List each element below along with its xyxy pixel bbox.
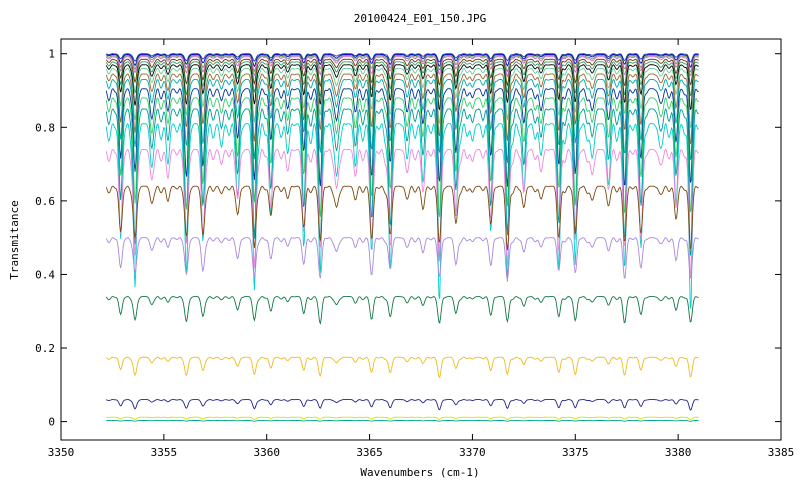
series-group bbox=[105, 53, 699, 422]
series-line bbox=[105, 61, 699, 99]
series-line bbox=[105, 356, 699, 379]
series-line bbox=[106, 416, 699, 421]
x-axis: 3350 3355 3360 3365 3370 3375 3380 3385 bbox=[48, 39, 795, 459]
y-tick-label: 0.2 bbox=[35, 342, 55, 355]
chart-title: 20100424_E01_150.JPG bbox=[354, 12, 486, 25]
series-line bbox=[105, 58, 699, 88]
y-tick-label: 1 bbox=[48, 48, 55, 61]
series-line bbox=[105, 96, 699, 218]
series-line bbox=[105, 185, 699, 251]
x-tick-label: 3365 bbox=[356, 446, 383, 459]
x-tick-label: 3360 bbox=[253, 446, 280, 459]
x-tick-label: 3380 bbox=[665, 446, 692, 459]
series-line bbox=[105, 148, 699, 275]
series-line bbox=[105, 107, 699, 259]
series-line bbox=[105, 296, 699, 325]
series-line bbox=[106, 53, 699, 63]
y-tick-label: 0.6 bbox=[35, 195, 55, 208]
x-tick-label: 3355 bbox=[151, 446, 178, 459]
series-line bbox=[106, 55, 699, 73]
y-tick-label: 0 bbox=[48, 416, 55, 429]
series-line bbox=[106, 53, 699, 68]
series-line bbox=[105, 73, 699, 145]
x-tick-label: 3385 bbox=[768, 446, 795, 459]
plot-frame bbox=[60, 38, 782, 441]
series-line bbox=[105, 56, 699, 78]
series-line bbox=[105, 67, 699, 130]
series-line bbox=[105, 237, 699, 281]
y-tick-label: 0.4 bbox=[35, 268, 55, 281]
y-axis: 0 0.2 0.4 0.6 0.8 1 bbox=[35, 48, 781, 429]
x-tick-label: 3375 bbox=[562, 446, 589, 459]
x-axis-label: Wavenumbers (cm-1) bbox=[360, 466, 479, 479]
x-tick-label: 3370 bbox=[459, 446, 486, 459]
series-line bbox=[106, 420, 699, 422]
series-line bbox=[105, 78, 699, 164]
y-tick-label: 0.8 bbox=[35, 121, 55, 134]
series-line bbox=[105, 64, 699, 111]
y-axis-label: Transmitance bbox=[8, 200, 21, 279]
series-line bbox=[106, 399, 699, 411]
x-tick-label: 3350 bbox=[48, 446, 75, 459]
series-line bbox=[105, 87, 699, 187]
